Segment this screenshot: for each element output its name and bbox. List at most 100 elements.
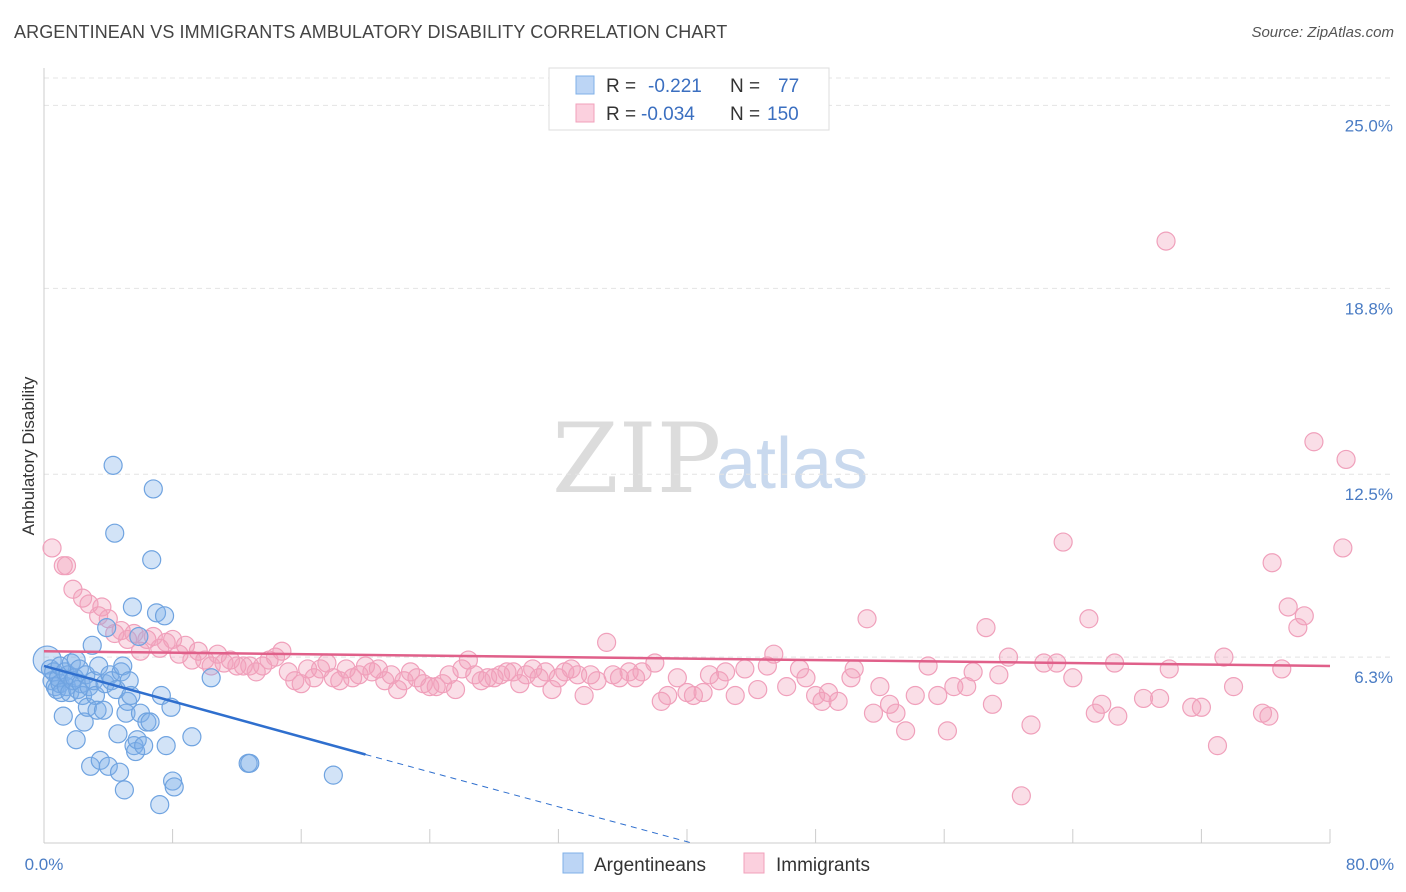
argentineans-point (323, 765, 343, 785)
immigrants-point (870, 677, 890, 697)
argentineans-point (109, 762, 130, 782)
legend-r-value-arg: -0.221 (648, 76, 702, 97)
immigrants-point (1223, 677, 1244, 697)
immigrants-point (937, 721, 958, 741)
argentineans-point (240, 753, 260, 773)
argentineans-point (98, 756, 118, 776)
y-axis-label: Ambulatory Disability (19, 376, 38, 535)
legend-n-value-arg: 77 (778, 76, 799, 97)
immigrants-point (693, 682, 713, 703)
immigrants-point (1156, 231, 1176, 251)
argentineans-point (97, 618, 117, 638)
argentineans-point (122, 597, 143, 617)
legend-r-label-imm: R = (606, 104, 636, 125)
immigrants-point (92, 597, 112, 617)
argentineans-point (164, 777, 184, 797)
immigrants-point (863, 703, 884, 723)
immigrants-point (976, 618, 996, 638)
immigrants-point (445, 679, 466, 700)
immigrants-point (699, 665, 720, 685)
immigrants-point (886, 703, 906, 723)
immigrants-trend-line (43, 649, 1331, 668)
immigrants-point (1021, 715, 1041, 735)
x-tick-label-max: 80.0% (1346, 855, 1394, 874)
stats-legend-box (548, 67, 830, 131)
immigrants-point (1011, 786, 1031, 806)
argentineans-point (53, 706, 73, 726)
immigrants-point (757, 656, 777, 676)
immigrants-point (1150, 688, 1170, 709)
immigrants-point (667, 668, 687, 688)
argentineans-point (150, 795, 170, 815)
immigrants-point (1063, 668, 1083, 688)
immigrants-point (497, 662, 517, 682)
immigrants-point (1133, 688, 1154, 709)
immigrants-point (42, 538, 62, 558)
y-tick-label: 25.0% (1345, 116, 1393, 135)
immigrants-point (1079, 609, 1099, 629)
bottom-legend-label-immigrants: Immigrants (776, 855, 870, 876)
argentineans-point (182, 727, 202, 747)
immigrants-point (597, 632, 617, 652)
argentineans-point (201, 668, 221, 688)
argentineans-point (74, 712, 94, 732)
immigrants-point (645, 653, 665, 673)
immigrants-point (905, 685, 925, 706)
legend-r-value-imm: -0.034 (641, 104, 695, 125)
argentineans-point (105, 523, 125, 543)
immigrants-point (272, 641, 292, 661)
immigrants-point (1108, 706, 1128, 726)
immigrants-point (1272, 659, 1292, 679)
argentineans-point (156, 736, 176, 756)
trend-lines (43, 649, 1331, 844)
legend-n-label-arg: N = (730, 76, 760, 97)
y-tick-labels: 6.3% 12.5% 18.8% 25.0% (1345, 116, 1393, 687)
argentineans-point (143, 479, 163, 499)
series-legend: Argentineans Immigrants (562, 852, 870, 876)
argentineans-point (140, 712, 160, 732)
immigrants-point (982, 694, 1003, 714)
immigrants-point (748, 679, 768, 700)
immigrants-point (963, 662, 983, 682)
immigrants-point (574, 685, 594, 706)
immigrants-point (56, 556, 77, 576)
legend-r-label-arg: R = (606, 76, 636, 97)
immigrants-point (587, 671, 607, 691)
watermark-zip: ZIP (552, 403, 721, 515)
immigrants-point (1259, 706, 1279, 726)
immigrants-point (857, 609, 877, 629)
argentineans-point (114, 780, 134, 800)
argentineans-point (142, 550, 162, 570)
gridlines (44, 77, 1394, 658)
bottom-legend-swatch-argentineans (562, 852, 584, 874)
source-label: Source: ZipAtlas.com (1251, 24, 1394, 41)
argentineans-point (93, 700, 114, 720)
watermark-atlas: atlas (716, 424, 868, 504)
immigrants-point (1336, 449, 1356, 470)
x-minor-ticks (172, 829, 1331, 843)
argentineans-point (117, 691, 138, 711)
immigrants-point (1278, 597, 1298, 617)
y-tick-label: 12.5% (1345, 485, 1393, 504)
immigrants-point (725, 685, 745, 706)
argentineans-point (103, 455, 123, 475)
immigrants-point (1294, 606, 1314, 626)
argentineans-point (82, 635, 102, 655)
argentineans-points (32, 455, 343, 815)
immigrants-points (42, 231, 1356, 806)
immigrants-point (989, 665, 1009, 685)
immigrants-point (1092, 694, 1112, 714)
argentineans-point (134, 736, 154, 756)
immigrants-point (1304, 432, 1324, 452)
immigrants-point (658, 685, 678, 706)
x-tick-label-min: 0.0% (25, 855, 64, 874)
stats-legend: R = -0.221 N = 77 R = -0.034 N = 150 (548, 67, 830, 131)
watermark: ZIP atlas (552, 403, 868, 515)
argentineans-point (108, 724, 128, 744)
argentineans-trend-line (43, 664, 366, 756)
immigrants-point (796, 668, 816, 688)
legend-swatch-immigrants (575, 103, 595, 123)
y-tick-label: 18.8% (1345, 299, 1393, 318)
argentineans-point (87, 700, 107, 720)
